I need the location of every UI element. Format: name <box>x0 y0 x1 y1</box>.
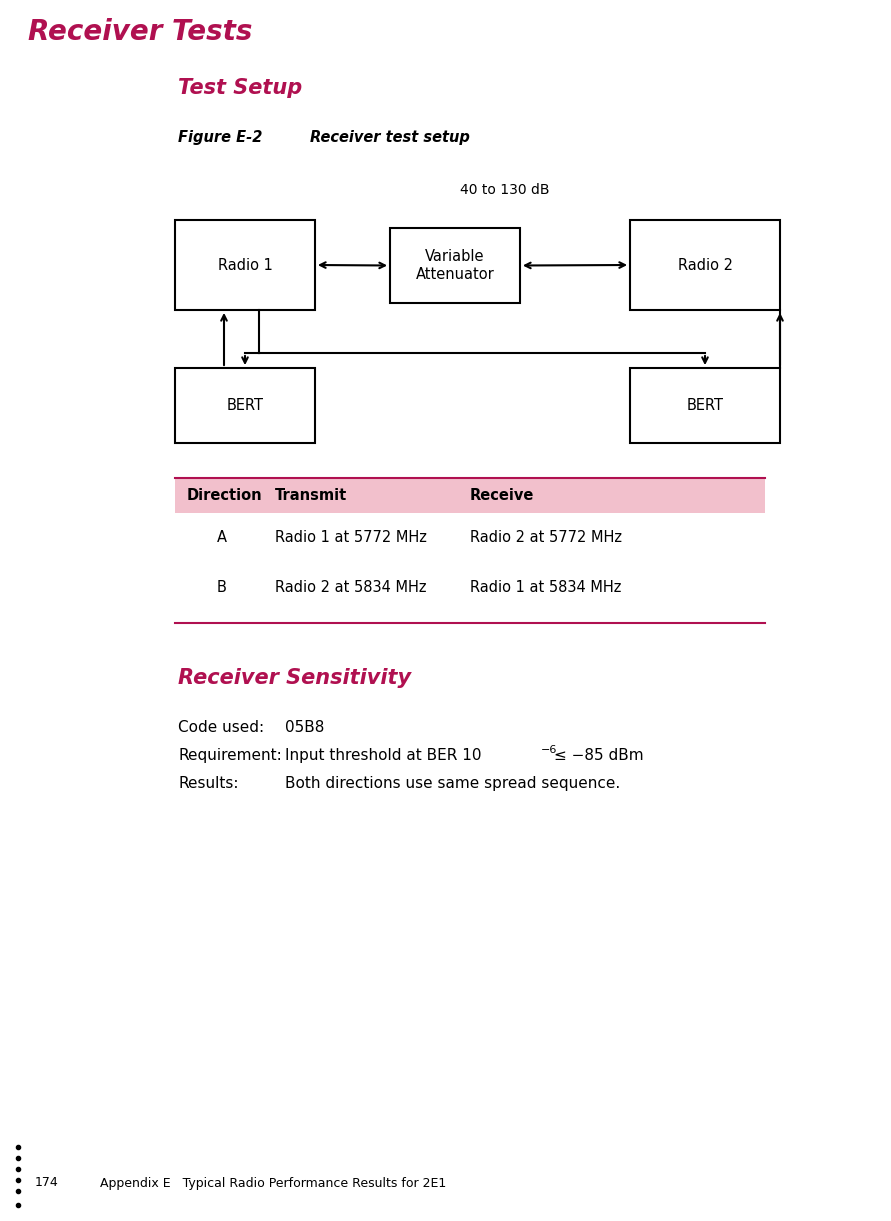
Text: 40 to 130 dB: 40 to 130 dB <box>461 183 550 197</box>
Text: 05B8: 05B8 <box>285 720 324 735</box>
Text: Radio 1 at 5772 MHz: Radio 1 at 5772 MHz <box>275 530 427 546</box>
Text: Both directions use same spread sequence.: Both directions use same spread sequence… <box>285 777 620 791</box>
Text: Radio 2 at 5772 MHz: Radio 2 at 5772 MHz <box>470 530 622 546</box>
Bar <box>630 368 780 443</box>
Text: 174: 174 <box>35 1177 59 1189</box>
Text: Input threshold at BER 10: Input threshold at BER 10 <box>285 748 481 763</box>
Text: Variable
Attenuator: Variable Attenuator <box>415 249 495 282</box>
Text: Figure E-2: Figure E-2 <box>178 129 262 145</box>
Text: Radio 1 at 5834 MHz: Radio 1 at 5834 MHz <box>470 580 621 596</box>
Text: Radio 2 at 5834 MHz: Radio 2 at 5834 MHz <box>275 580 427 596</box>
Text: Receiver test setup: Receiver test setup <box>310 129 470 145</box>
Bar <box>390 228 520 303</box>
Text: Receiver Tests: Receiver Tests <box>28 18 252 46</box>
Text: Receiver Sensitivity: Receiver Sensitivity <box>178 668 411 687</box>
Text: Receive: Receive <box>470 488 535 503</box>
Text: Code used:: Code used: <box>178 720 264 735</box>
Bar <box>175 220 315 310</box>
Text: Direction: Direction <box>187 488 263 503</box>
Text: Appendix E   Typical Radio Performance Results for 2E1: Appendix E Typical Radio Performance Res… <box>100 1177 446 1189</box>
Text: A: A <box>217 530 227 546</box>
Text: Requirement:: Requirement: <box>178 748 282 763</box>
Text: −6: −6 <box>541 745 558 755</box>
Text: B: B <box>217 580 227 596</box>
Text: Radio 1: Radio 1 <box>217 258 273 272</box>
Text: ≤ −85 dBm: ≤ −85 dBm <box>554 748 643 763</box>
Bar <box>630 220 780 310</box>
Text: Radio 2: Radio 2 <box>677 258 732 272</box>
Text: BERT: BERT <box>686 398 723 413</box>
Text: Transmit: Transmit <box>275 488 347 503</box>
Text: Results:: Results: <box>178 777 239 791</box>
Bar <box>175 368 315 443</box>
Text: Test Setup: Test Setup <box>178 78 302 98</box>
Bar <box>175 477 765 513</box>
Text: BERT: BERT <box>226 398 264 413</box>
